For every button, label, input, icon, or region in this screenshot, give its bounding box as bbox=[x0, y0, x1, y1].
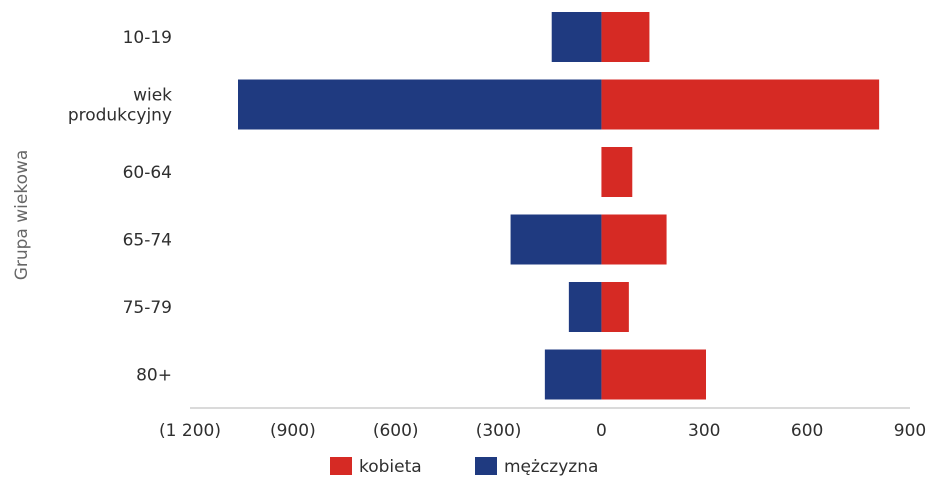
x-tick-label: 900 bbox=[894, 421, 926, 441]
legend-label-kobieta: kobieta bbox=[359, 457, 422, 477]
x-tick-label: 300 bbox=[688, 421, 720, 441]
category-label: 65-74 bbox=[123, 231, 172, 251]
bar-mezczyzna-3 bbox=[510, 214, 602, 265]
x-tick-label: 0 bbox=[596, 421, 607, 441]
legend: kobieta mężczyzna bbox=[330, 457, 598, 477]
category-label: 75-79 bbox=[123, 298, 172, 318]
bar-kobieta-3 bbox=[601, 214, 667, 265]
bar-kobieta-0 bbox=[601, 12, 650, 62]
bars-layer bbox=[238, 12, 880, 400]
x-tick-labels: (1 200) (900) (600) (300) 0 300 600 900 bbox=[159, 421, 926, 441]
category-label: produkcyjny bbox=[68, 106, 172, 126]
bar-mezczyzna-0 bbox=[551, 12, 602, 62]
category-label: 60-64 bbox=[123, 163, 172, 183]
bar-kobieta-2 bbox=[601, 147, 633, 197]
legend-label-mezczyzna: mężczyzna bbox=[504, 457, 598, 477]
legend-swatch-mezczyzna bbox=[475, 457, 497, 475]
legend-swatch-kobieta bbox=[330, 457, 352, 475]
x-tick-label: (1 200) bbox=[159, 421, 221, 441]
bar-mezczyzna-4 bbox=[568, 282, 602, 332]
bar-kobieta-5 bbox=[601, 349, 706, 400]
bar-mezczyzna-1 bbox=[238, 79, 602, 130]
category-label: 10-19 bbox=[123, 28, 172, 48]
bar-mezczyzna-5 bbox=[544, 349, 602, 400]
bar-kobieta-4 bbox=[601, 282, 629, 332]
x-tick-label: (600) bbox=[373, 421, 419, 441]
category-label: 80+ bbox=[136, 366, 172, 386]
category-label: wiek bbox=[133, 86, 172, 106]
x-tick-label: 600 bbox=[791, 421, 823, 441]
x-tick-label: (900) bbox=[270, 421, 316, 441]
bar-kobieta-1 bbox=[601, 79, 880, 130]
x-tick-label: (300) bbox=[476, 421, 522, 441]
y-axis-title: Grupa wiekowa bbox=[12, 150, 32, 281]
